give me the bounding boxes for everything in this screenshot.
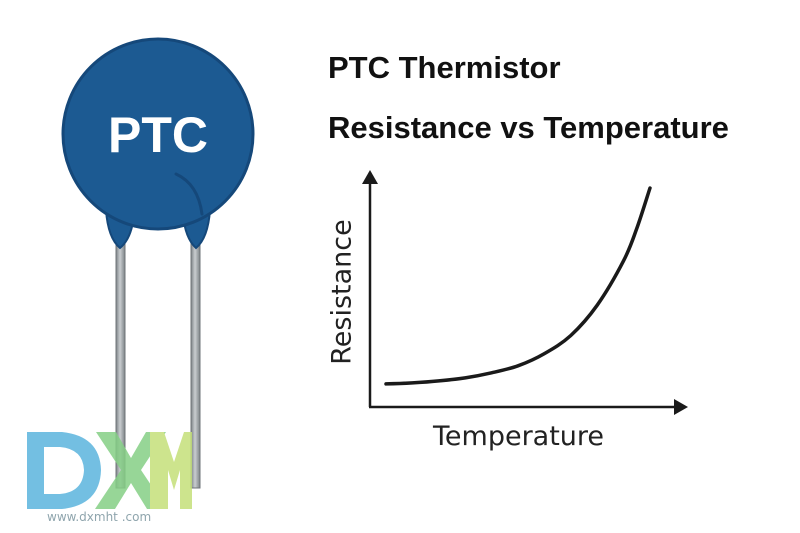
y-axis-arrow [362,170,378,184]
watermark-letter-x [95,432,167,509]
resistance-curve [384,186,652,386]
thermistor-body-highlight [174,172,204,216]
watermark-letter-d [27,432,101,509]
y-axis-label: Resistance [326,219,358,365]
watermark-logo [27,432,192,509]
watermark-url: www.dxmht .com [47,510,152,524]
thermistor-label: PTC [108,107,208,163]
x-axis-arrow [674,399,688,415]
title-line-1: PTC Thermistor [328,50,561,85]
x-axis-label: Temperature [433,421,605,452]
title-line-2: Resistance vs Temperature [328,110,729,145]
watermark-letter-m [150,432,192,509]
thermistor-lead-right [190,237,201,489]
thermistor-body [61,37,255,231]
